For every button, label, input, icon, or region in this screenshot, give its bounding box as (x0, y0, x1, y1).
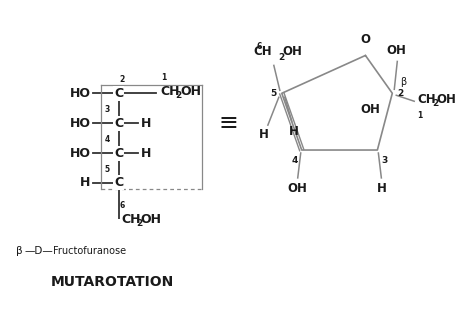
Text: 3: 3 (382, 156, 388, 165)
Text: 3: 3 (105, 105, 110, 114)
Text: OH: OH (283, 45, 303, 59)
Text: 1: 1 (417, 111, 422, 120)
Text: MUTAROTATION: MUTAROTATION (51, 275, 174, 290)
Text: C: C (114, 87, 123, 100)
Text: H: H (80, 177, 91, 189)
Text: H: H (376, 182, 386, 195)
Text: HO: HO (70, 87, 91, 100)
Text: β: β (400, 77, 407, 87)
Text: H: H (140, 146, 151, 160)
Text: OH: OH (180, 85, 201, 98)
Text: 6: 6 (119, 201, 125, 210)
Text: C: C (114, 117, 123, 130)
Text: 2: 2 (175, 91, 182, 100)
Text: 2: 2 (432, 99, 438, 108)
Text: 6: 6 (257, 43, 262, 51)
Text: 4: 4 (292, 156, 298, 165)
Text: 2: 2 (278, 54, 284, 62)
Text: 1: 1 (161, 73, 166, 82)
Text: H: H (289, 125, 299, 138)
Text: CH: CH (121, 213, 141, 226)
Text: H: H (140, 117, 151, 130)
Text: 5: 5 (271, 89, 277, 98)
Text: H: H (259, 128, 269, 141)
Text: ≡: ≡ (218, 111, 238, 135)
Text: HO: HO (70, 117, 91, 130)
Text: Fructofuranose: Fructofuranose (53, 246, 126, 256)
Text: 5: 5 (105, 165, 109, 174)
Text: OH: OH (436, 93, 456, 106)
Text: 2: 2 (397, 89, 403, 98)
Text: OH: OH (288, 182, 308, 195)
Text: 2: 2 (137, 219, 143, 228)
Text: CH: CH (417, 93, 436, 106)
Text: OH: OH (386, 44, 406, 58)
Text: 2: 2 (119, 75, 125, 84)
Text: —D—: —D— (25, 246, 54, 256)
Text: 4: 4 (105, 135, 110, 144)
Text: HO: HO (70, 146, 91, 160)
Text: C: C (114, 146, 123, 160)
Text: β: β (16, 246, 23, 256)
Text: OH: OH (140, 213, 162, 226)
Text: C: C (114, 177, 123, 189)
Text: O: O (360, 33, 370, 47)
Text: CH: CH (160, 85, 180, 98)
Text: OH: OH (360, 103, 380, 116)
Text: CH: CH (253, 45, 272, 59)
